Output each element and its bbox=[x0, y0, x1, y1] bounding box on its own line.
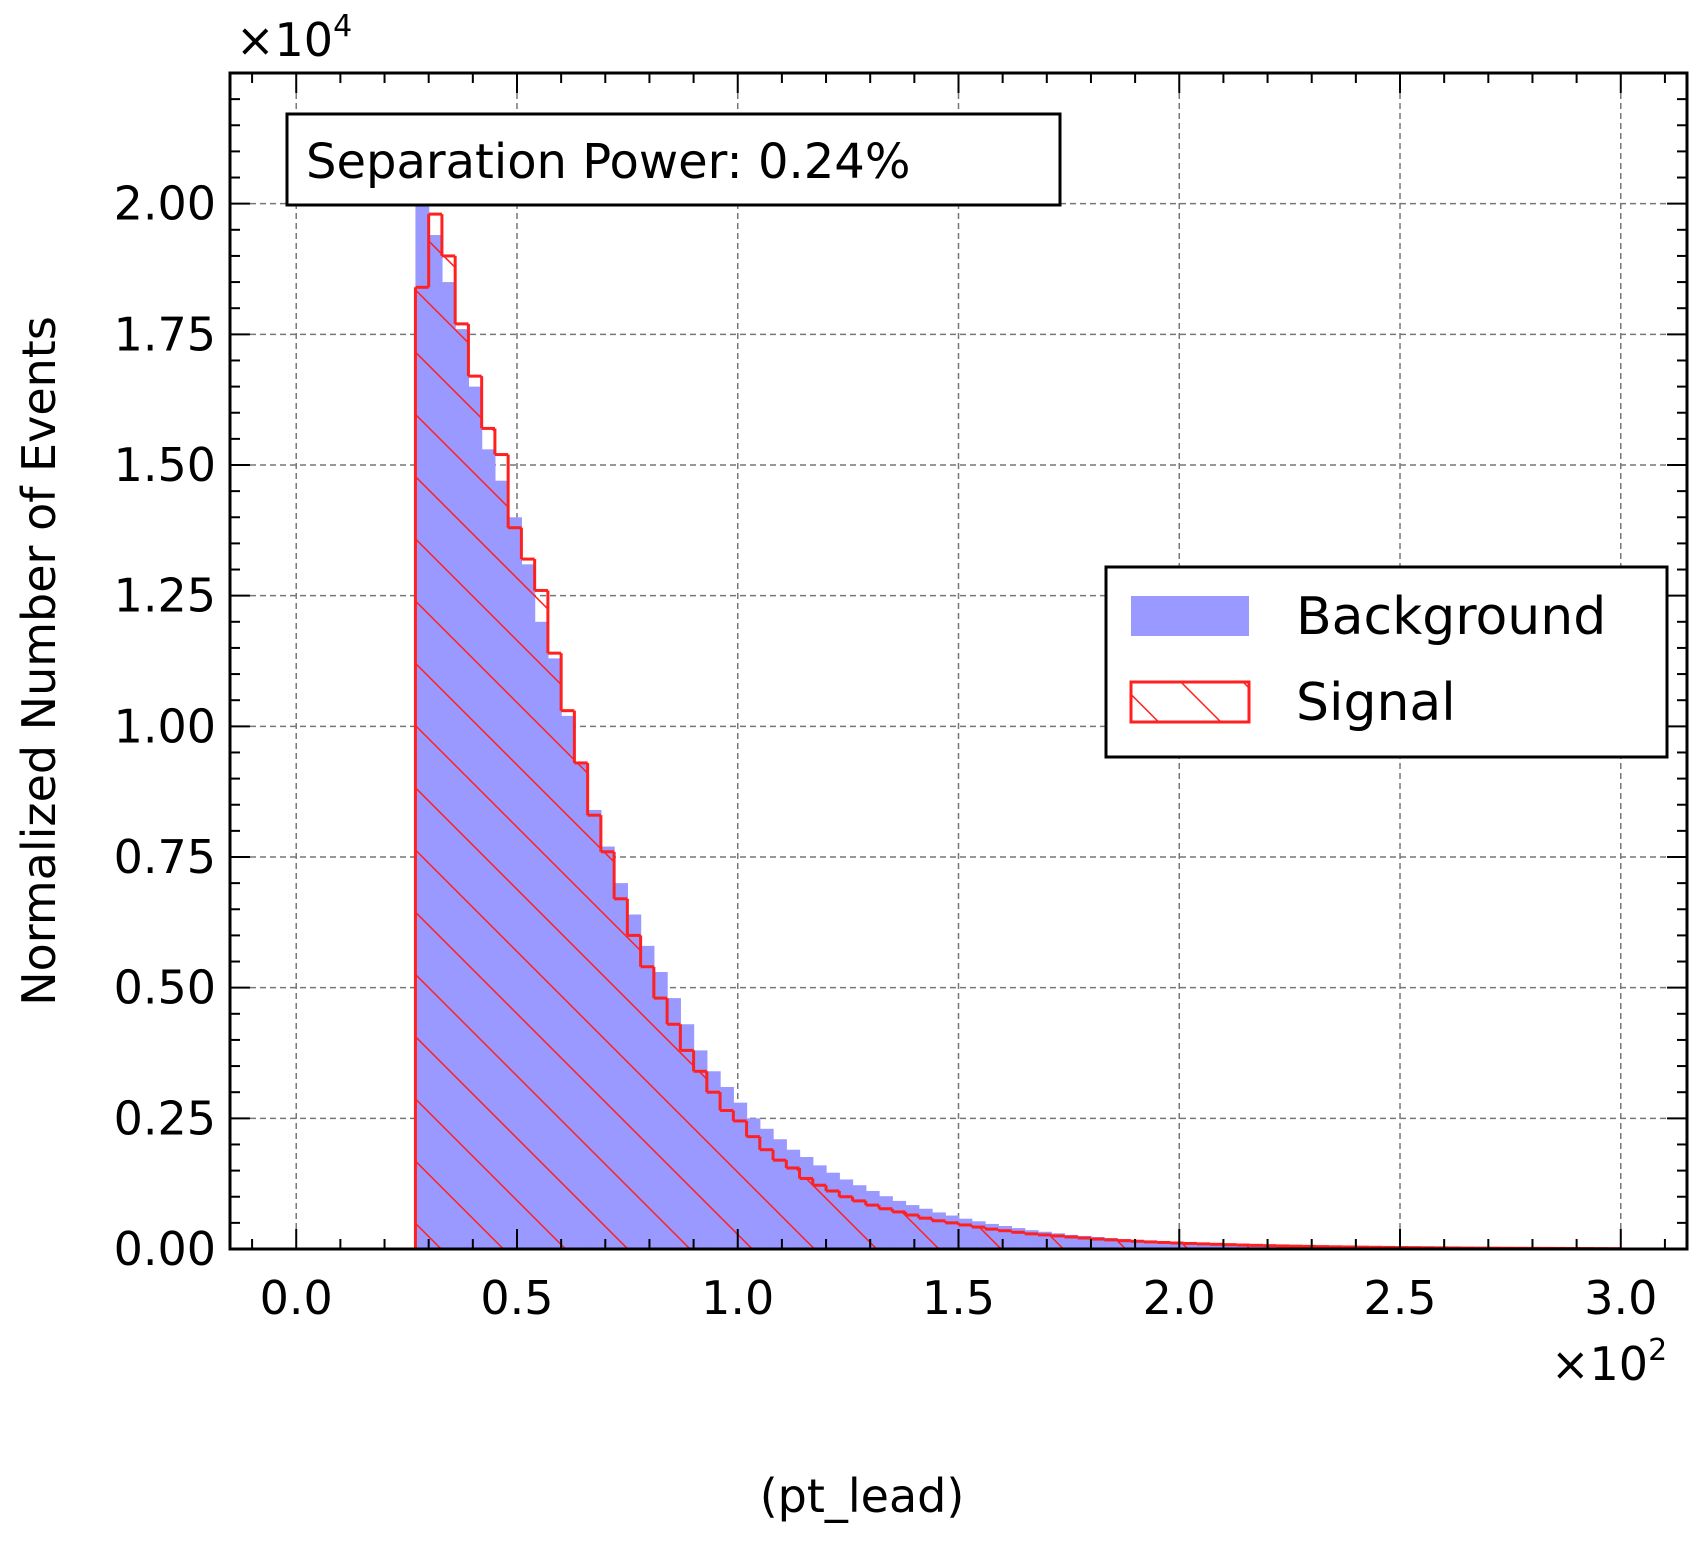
legend-swatch-signal bbox=[1129, 680, 1251, 724]
y-tick-label: 1.75 bbox=[114, 307, 216, 361]
annotation-text: Separation Power: 0.24% bbox=[306, 134, 910, 190]
legend-swatch-background bbox=[1131, 596, 1249, 636]
x-multiplier: ×102 bbox=[1551, 1333, 1667, 1391]
y-tick-label: 2.00 bbox=[114, 177, 216, 231]
y-tick-label: 0.75 bbox=[114, 830, 216, 884]
y-axis-label: Normalized Number of Events bbox=[12, 316, 66, 1006]
y-tick-label: 1.00 bbox=[114, 699, 216, 753]
x-axis-label: (pt_lead) bbox=[760, 1469, 965, 1523]
legend-label-background: Background bbox=[1296, 587, 1606, 647]
y-multiplier: ×104 bbox=[236, 9, 352, 67]
y-tick-label: 1.50 bbox=[114, 438, 216, 492]
x-tick-label: 2.0 bbox=[1143, 1271, 1216, 1325]
annotation-box bbox=[285, 112, 1062, 207]
x-tick-label: 3.0 bbox=[1584, 1271, 1657, 1325]
x-tick-labels: 0.0 0.5 1.0 1.5 2.0 2.5 3.0 bbox=[260, 1271, 1658, 1325]
signal-hatch-fill bbox=[415, 214, 1621, 1249]
legend: Background Signal bbox=[1104, 565, 1669, 759]
y-tick-label: 0.50 bbox=[114, 961, 216, 1015]
x-tick-label: 0.5 bbox=[480, 1271, 553, 1325]
x-tick-label: 1.5 bbox=[922, 1271, 995, 1325]
plot-frame bbox=[228, 71, 1689, 1251]
separation-power-annotation: Separation Power: 0.24% bbox=[285, 112, 1062, 207]
legend-label-signal: Signal bbox=[1296, 673, 1456, 733]
x-tick-label: 2.5 bbox=[1363, 1271, 1436, 1325]
x-tick-label: 1.0 bbox=[701, 1271, 774, 1325]
y-tick-label: 0.25 bbox=[114, 1091, 216, 1145]
y-tick-labels: 0.00 0.25 0.50 0.75 1.00 1.25 1.50 1.75 2.00 bbox=[114, 177, 216, 1276]
y-tick-label: 1.25 bbox=[114, 569, 216, 623]
x-tick-label: 0.0 bbox=[260, 1271, 333, 1325]
y-tick-label: 0.00 bbox=[114, 1222, 216, 1276]
